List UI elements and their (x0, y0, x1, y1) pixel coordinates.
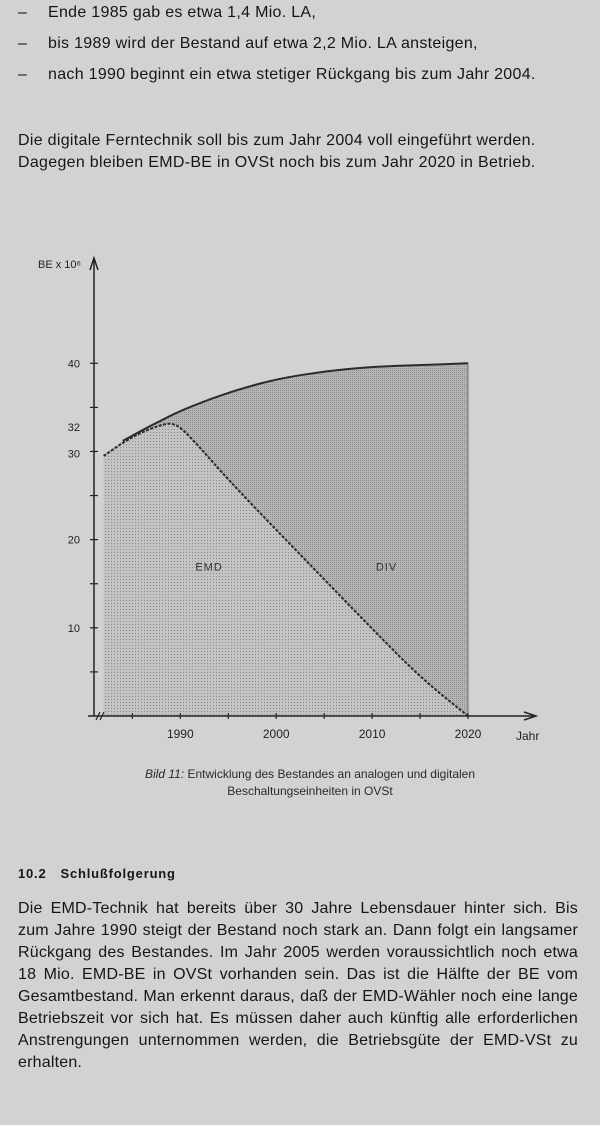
bullet-text: Ende 1985 gab es etwa 1,4 Mio. LA, (48, 4, 317, 21)
emd-line (103, 422, 469, 717)
bullet-list: – Ende 1985 gab es etwa 1,4 Mio. LA, – bis… (18, 2, 583, 95)
total-line (122, 362, 469, 442)
bullet-dash: – (18, 66, 28, 83)
bullet-dash: – (18, 35, 28, 52)
y-tick-label: 32 (68, 422, 80, 434)
bullet-text: nach 1990 beginnt ein etwa stetiger Rück… (48, 66, 536, 83)
x-axis-arrow (523, 711, 539, 721)
axis-break-mark (95, 711, 101, 721)
x-tick-label: 2020 (455, 727, 482, 741)
bullet-item: – Ende 1985 gab es etwa 1,4 Mio. LA, (18, 2, 583, 23)
y-tick-label: 10 (68, 623, 80, 635)
y-tick-label: 20 (68, 535, 80, 547)
x-tick-label: 2010 (359, 727, 386, 741)
bullet-item: – bis 1989 wird der Bestand auf etwa 2,2 … (18, 33, 583, 54)
axis-break-mark (99, 711, 105, 721)
caption-label: Bild 11: (144, 767, 185, 781)
y-tick-label: 40 (68, 358, 80, 370)
stock-chart: 10 20 30 32 40 1990 2000 2010 2020 BE x 10⁶ Jahr EM… (38, 255, 539, 743)
paragraph-intro: Die digitale Ferntechnik soll bis zum Ja… (18, 132, 536, 171)
bullet-text: bis 1989 wird der Bestand auf etwa 2,2 M… (48, 35, 478, 52)
section-number: 10.2 (18, 866, 47, 881)
x-tick-label: 1990 (167, 727, 194, 741)
section-heading: 10.2 Schlußfolgerung (18, 866, 176, 881)
paragraph-conclusion: Die EMD-Technik hat bereits über 30 Jahr… (18, 900, 578, 1071)
y-axis-label: BE x 10⁶ (38, 259, 81, 271)
div-region-label: DIV (376, 562, 397, 574)
figure-caption: Bild 11: Entwicklung des Bestandes an an… (100, 766, 520, 800)
y-tick-label: 30 (68, 449, 80, 461)
caption-text: Entwicklung des Bestandes an analogen un… (187, 767, 476, 798)
y-axis-arrow (89, 255, 99, 271)
emd-region-label: EMD (195, 562, 222, 574)
bullet-item: – nach 1990 beginnt ein etwa stetiger Rüc… (18, 64, 583, 85)
x-axis-label: Jahr (516, 729, 539, 743)
bullet-dash: – (18, 4, 28, 21)
section-title: Schlußfolgerung (60, 866, 176, 881)
x-tick-label: 2000 (263, 727, 290, 741)
emd-area (103, 423, 468, 716)
